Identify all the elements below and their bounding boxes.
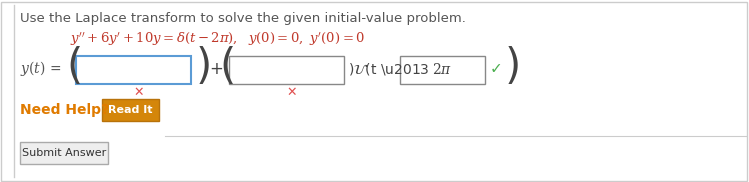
Text: ✕: ✕ xyxy=(133,86,144,98)
Bar xyxy=(20,142,108,164)
FancyBboxPatch shape xyxy=(102,99,159,121)
Text: $y'' + 6y' + 10y = \delta(t - 2\pi),\ \ y(0) = 0,\ y'(0) = 0$: $y'' + 6y' + 10y = \delta(t - 2\pi),\ \ … xyxy=(70,30,366,48)
Bar xyxy=(229,56,344,84)
Bar xyxy=(400,56,485,84)
Bar xyxy=(76,56,191,84)
Text: $y(t)$ =: $y(t)$ = xyxy=(20,60,61,78)
Text: )$\mathcal{U}$(t \u2013: )$\mathcal{U}$(t \u2013 xyxy=(348,61,430,77)
Text: $2\pi$: $2\pi$ xyxy=(432,62,452,76)
Text: +: + xyxy=(209,60,223,78)
Text: Use the Laplace transform to solve the given initial-value problem.: Use the Laplace transform to solve the g… xyxy=(20,12,466,25)
Text: ✕: ✕ xyxy=(286,86,297,98)
Text: Read It: Read It xyxy=(109,105,153,115)
Text: ): ) xyxy=(196,46,212,88)
Text: ✓: ✓ xyxy=(490,62,503,76)
Text: Submit Answer: Submit Answer xyxy=(22,148,106,158)
Text: Need Help?: Need Help? xyxy=(20,103,109,117)
Text: ): ) xyxy=(505,46,521,88)
Text: (: ( xyxy=(219,46,235,88)
Text: (: ( xyxy=(66,46,82,88)
